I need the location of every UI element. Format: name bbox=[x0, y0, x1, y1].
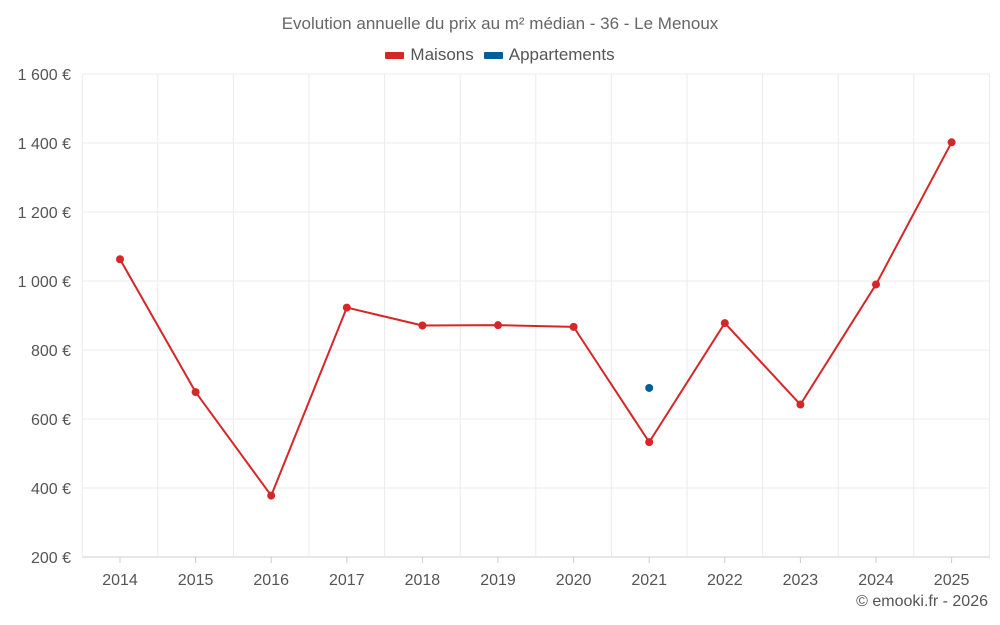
credit-text: © emooki.fr - 2026 bbox=[856, 593, 988, 610]
x-tick-label: 2019 bbox=[480, 572, 516, 589]
legend-label-maisons: Maisons bbox=[410, 45, 474, 64]
data-point-0 bbox=[569, 322, 578, 331]
x-tick-label: 2023 bbox=[783, 572, 819, 589]
data-point-0 bbox=[267, 491, 276, 500]
data-point-0 bbox=[342, 303, 351, 312]
data-point-0 bbox=[494, 321, 502, 330]
y-tick-label: 800 € bbox=[31, 343, 71, 360]
legend-item-appartements[interactable]: Appartements bbox=[483, 45, 615, 65]
y-tick-label: 1 200 € bbox=[18, 205, 71, 222]
x-tick-label: 2020 bbox=[556, 572, 592, 589]
y-tick-label: 1 400 € bbox=[18, 136, 71, 153]
data-point-0 bbox=[796, 400, 805, 409]
chart-legend: Maisons Appartements bbox=[0, 45, 1000, 65]
y-tick-label: 1 600 € bbox=[18, 67, 71, 84]
x-tick-label: 2018 bbox=[405, 572, 441, 589]
x-tick-label: 2014 bbox=[102, 572, 138, 589]
data-point-1 bbox=[645, 383, 654, 392]
data-point-0 bbox=[872, 280, 880, 289]
data-point-0 bbox=[720, 319, 729, 328]
x-tick-label: 2022 bbox=[707, 572, 743, 589]
y-tick-label: 1 000 € bbox=[18, 274, 71, 291]
data-point-0 bbox=[645, 438, 654, 447]
series-line-0 bbox=[119, 141, 953, 497]
x-tick-label: 2016 bbox=[253, 572, 289, 589]
data-point-0 bbox=[116, 255, 124, 264]
legend-label-appartements: Appartements bbox=[508, 45, 615, 64]
legend-swatch-appartements bbox=[483, 51, 503, 59]
legend-item-maisons[interactable]: Maisons bbox=[385, 45, 474, 65]
x-tick-label: 2017 bbox=[329, 572, 365, 589]
data-point-0 bbox=[191, 388, 200, 397]
chart-title: Evolution annuelle du prix au m² médian … bbox=[281, 14, 719, 33]
x-tick-label: 2025 bbox=[934, 572, 970, 589]
data-point-0 bbox=[418, 321, 427, 330]
x-tick-label: 2021 bbox=[631, 572, 667, 589]
data-point-0 bbox=[947, 138, 956, 147]
y-tick-label: 400 € bbox=[31, 481, 71, 498]
legend-swatch-maisons bbox=[385, 51, 405, 59]
y-tick-label: 200 € bbox=[31, 550, 71, 567]
x-tick-label: 2024 bbox=[858, 572, 894, 589]
x-tick-label: 2015 bbox=[178, 572, 214, 589]
y-tick-label: 600 € bbox=[31, 412, 71, 429]
